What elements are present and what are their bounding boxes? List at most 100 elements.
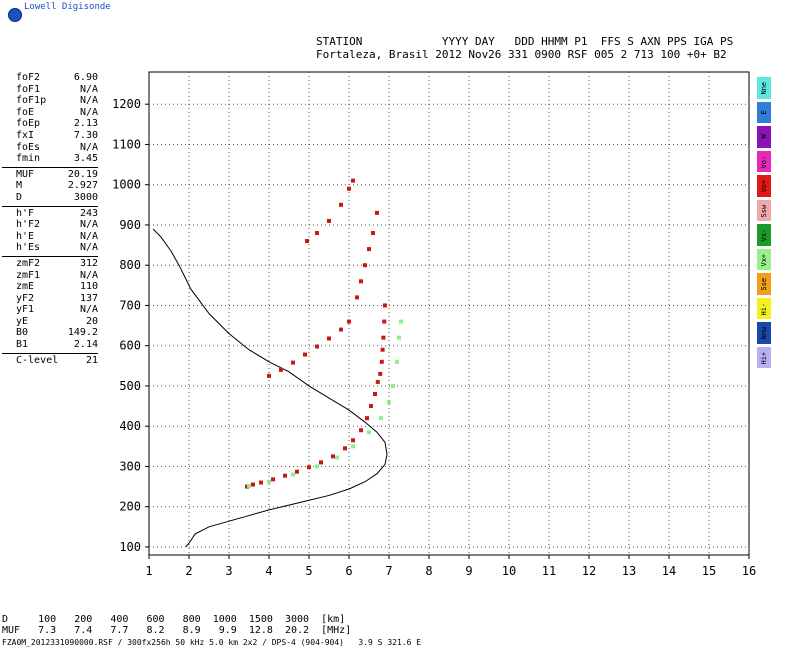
echo-trace-point: [347, 319, 351, 324]
y-tick-label: 1200: [112, 97, 141, 111]
param-key: yF1: [16, 304, 35, 316]
echo-trace-point: [303, 352, 307, 357]
echo-trace-point: [335, 455, 339, 460]
param-value: N/A: [79, 242, 98, 254]
param-row: h'F 243: [2, 208, 98, 220]
param-value: 7.30: [73, 129, 98, 141]
param-row: zmF1 N/A: [2, 270, 98, 282]
logo: Lowell Digisonde: [8, 2, 111, 41]
header-values: Fortaleza, Brasil 2012 Nov26 331 0900 RS…: [316, 48, 727, 61]
param-row: h'F2 N/A: [2, 219, 98, 231]
x-tick-label: 11: [542, 564, 556, 578]
legend-swatch: Nne: [757, 77, 771, 99]
echo-trace-point: [375, 379, 380, 384]
echo-trace-point: [291, 360, 295, 365]
param-value: 137: [79, 292, 98, 304]
echo-trace-point: [382, 319, 387, 324]
legend-label: Vx-: [760, 228, 768, 242]
param-key: D: [16, 191, 23, 203]
x-tick-label: 4: [265, 564, 272, 578]
x-tick-label: 16: [742, 564, 756, 578]
legend-swatch: Sse: [757, 273, 771, 295]
param-row: fmin 3.45: [2, 153, 98, 165]
legend-label: Ssw: [760, 203, 768, 217]
x-tick-label: 5: [305, 564, 312, 578]
param-key: foF1: [16, 83, 41, 95]
echo-trace-point: [351, 178, 355, 183]
param-key: B0: [16, 327, 29, 339]
echo-trace-point: [327, 218, 331, 223]
param-row: foEs N/A: [2, 142, 98, 154]
param-value: N/A: [79, 230, 98, 242]
param-key: zmE: [16, 281, 35, 293]
param-key: zmF1: [16, 269, 41, 281]
param-key: fmin: [16, 153, 41, 165]
x-tick-label: 12: [582, 564, 596, 578]
echo-trace-point: [315, 464, 319, 469]
echo-trace-point: [315, 231, 319, 235]
globe-icon: [8, 8, 22, 22]
param-value: N/A: [79, 141, 98, 153]
profile-line: [152, 228, 388, 548]
param-separator: [2, 166, 98, 168]
param-value: 312: [79, 257, 98, 269]
param-key: h'F: [16, 207, 35, 219]
y-tick-label: 100: [119, 540, 141, 554]
x-tick-label: 2: [185, 564, 192, 578]
y-tick-label: 300: [119, 459, 141, 473]
echo-trace-point: [355, 295, 359, 300]
param-key: yF2: [16, 292, 35, 304]
param-row: B0 149.2: [2, 327, 98, 339]
legend-label: Vx+: [760, 252, 768, 266]
echo-trace-point: [247, 483, 251, 488]
d-muf-table: D 100 200 400 600 800 1000 1500 3000 [km…: [2, 614, 351, 636]
echo-trace-point: [307, 465, 311, 470]
param-value: 6.90: [73, 72, 98, 83]
legend-swatch: Nnw: [757, 322, 771, 344]
param-key: fxI: [16, 129, 35, 141]
param-key: C-level: [16, 354, 59, 366]
echo-trace-point: [367, 430, 371, 435]
polarization-legend: Nne E W Vo- Vo+ Ssw Vx- Vx+ Sse Hi- Nnw Hi+: [757, 77, 771, 371]
param-row: foF2 6.90: [2, 72, 98, 84]
echo-trace-point: [331, 454, 335, 459]
echo-trace-point: [391, 383, 395, 388]
legend-swatch: Vo-: [757, 150, 771, 172]
echo-trace-point: [319, 460, 323, 465]
param-value: 20: [85, 315, 98, 327]
echo-trace-point: [373, 392, 377, 396]
echo-trace-point: [380, 347, 385, 352]
param-key: B1: [16, 339, 29, 351]
echo-trace-point: [271, 477, 275, 482]
param-row: yE 20: [2, 316, 98, 328]
param-row: C-level 21: [2, 355, 98, 367]
param-value: N/A: [79, 219, 98, 231]
param-value: N/A: [79, 95, 98, 107]
echo-trace-point: [397, 335, 401, 340]
echo-trace-point: [363, 263, 367, 268]
x-tick-label: 9: [465, 564, 472, 578]
echo-trace-point: [371, 231, 375, 235]
echo-trace-point: [305, 239, 309, 244]
echo-trace-point: [267, 479, 271, 484]
echo-trace-point: [359, 279, 363, 284]
param-row: fxI 7.30: [2, 130, 98, 142]
echo-trace-point: [351, 438, 355, 443]
param-value: 149.2: [67, 327, 98, 339]
y-tick-label: 200: [119, 500, 141, 514]
param-row: M 2.927: [2, 180, 98, 192]
param-value: 243: [79, 207, 98, 219]
file-info-footer: FZA0M_2012331090000.RSF / 300fx256h 50 k…: [2, 638, 422, 647]
echo-trace-point: [291, 472, 295, 477]
param-row: foEp 2.13: [2, 118, 98, 130]
param-value: 2.14: [73, 339, 98, 351]
legend-label: Nne: [760, 81, 768, 95]
echo-trace-point: [367, 247, 371, 252]
param-value: N/A: [79, 83, 98, 95]
param-key: h'Es: [16, 242, 41, 254]
param-row: foE N/A: [2, 107, 98, 119]
echo-trace-point: [339, 202, 343, 207]
logo-text: Lowell Digisonde: [24, 2, 111, 12]
y-tick-label: 700: [119, 298, 141, 312]
